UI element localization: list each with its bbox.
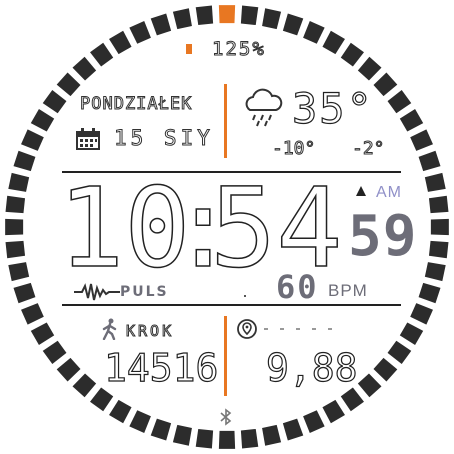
steps-label: KROK (125, 322, 175, 341)
ampm-label: AM (376, 184, 402, 201)
pulse-unit: BPM (328, 281, 368, 300)
bezel-segment (322, 30, 345, 55)
bezel-segment (42, 340, 67, 364)
bezel-segment (72, 56, 97, 81)
bezel-segment (322, 399, 345, 424)
distance-dashes (264, 328, 344, 330)
bezel-segment (418, 150, 441, 172)
location-pin-icon (236, 318, 258, 344)
bezel-segment (410, 303, 433, 325)
top-divider (62, 171, 401, 173)
bezel-segment (387, 340, 412, 364)
bezel-segment (90, 387, 114, 412)
weekday-label: PONDZIAŁEK (79, 94, 193, 115)
top-orange-divider (224, 84, 227, 158)
steps-value: 14516 (103, 345, 219, 390)
distance-value: 9,88 (265, 345, 358, 390)
bezel-segment (418, 282, 441, 304)
bezel-segment (56, 72, 81, 97)
bezel-segment (109, 30, 132, 55)
time-separator: : (169, 164, 237, 292)
bezel-segment (428, 240, 449, 259)
cloud-rain-icon (242, 86, 284, 132)
bezel-segment (195, 428, 214, 449)
bezel-segment (240, 5, 259, 26)
bezel-segment (424, 262, 446, 282)
bezel-segment (13, 282, 36, 304)
time-minutes: 54 (209, 164, 343, 292)
bezel-segment (21, 129, 44, 151)
bezel-segment (5, 240, 26, 259)
bezel-segment (340, 387, 364, 412)
bezel-segment (262, 424, 282, 446)
bezel-segment (13, 150, 36, 172)
bezel-segment (410, 129, 433, 151)
bezel-segment (282, 13, 304, 36)
bezel-segment (218, 430, 236, 449)
bezel-segment (172, 424, 192, 446)
bezel-segment (282, 418, 304, 441)
triangle-up-icon (356, 186, 366, 196)
bezel-segment (30, 322, 55, 345)
day-month: 15 SIY (114, 126, 214, 151)
bezel-segment (150, 418, 172, 441)
bezel-segment (357, 373, 382, 398)
pulse-value: 60 (276, 268, 319, 306)
temperature-low: -10° (271, 138, 316, 160)
bezel-segment (399, 322, 424, 345)
bezel-segment (340, 42, 364, 67)
bezel-segment (373, 72, 398, 97)
temperature-high: -2° (352, 138, 386, 160)
time-hours: 10 (57, 164, 191, 292)
bezel-segment (303, 21, 325, 44)
bezel-segment (30, 109, 55, 132)
bezel-segment (21, 303, 44, 325)
bezel-segment (56, 357, 81, 382)
bezel-segment (109, 399, 132, 424)
walking-person-icon (100, 318, 120, 344)
bottom-orange-divider (224, 316, 227, 396)
bezel-segment (150, 13, 172, 36)
calendar-icon (76, 128, 100, 154)
bezel-segment (5, 195, 26, 214)
temperature-value: 35° (291, 83, 374, 133)
bezel-segment (240, 428, 259, 449)
battery-value: 125% (212, 38, 266, 61)
bezel-segment (5, 218, 24, 236)
bezel-segment (399, 109, 424, 132)
bluetooth-icon (219, 408, 233, 430)
bezel-segment (428, 195, 449, 214)
bezel-segment (172, 8, 192, 30)
bezel-segment (90, 42, 114, 67)
battery-icon (186, 44, 192, 54)
time-seconds: 59 (348, 204, 418, 269)
heartbeat-icon (74, 282, 120, 306)
bezel-segment (129, 21, 151, 44)
bezel-segment (430, 218, 449, 236)
bezel-segment (262, 8, 282, 30)
bezel-segment (8, 172, 30, 192)
bezel-segment (195, 5, 214, 26)
bottom-divider (62, 304, 401, 306)
pulse-dot (244, 295, 246, 297)
bezel-segment (303, 410, 325, 433)
pulse-label: PULS (120, 284, 169, 300)
bezel-segment (357, 56, 382, 81)
bezel-segment (373, 357, 398, 382)
bezel-segment (72, 373, 97, 398)
bezel-marker-12 (218, 5, 236, 24)
bezel-segment (424, 172, 446, 192)
bezel-segment (387, 90, 412, 114)
bezel-segment (129, 410, 151, 433)
bezel-segment (42, 90, 67, 114)
bezel-segment (8, 262, 30, 282)
